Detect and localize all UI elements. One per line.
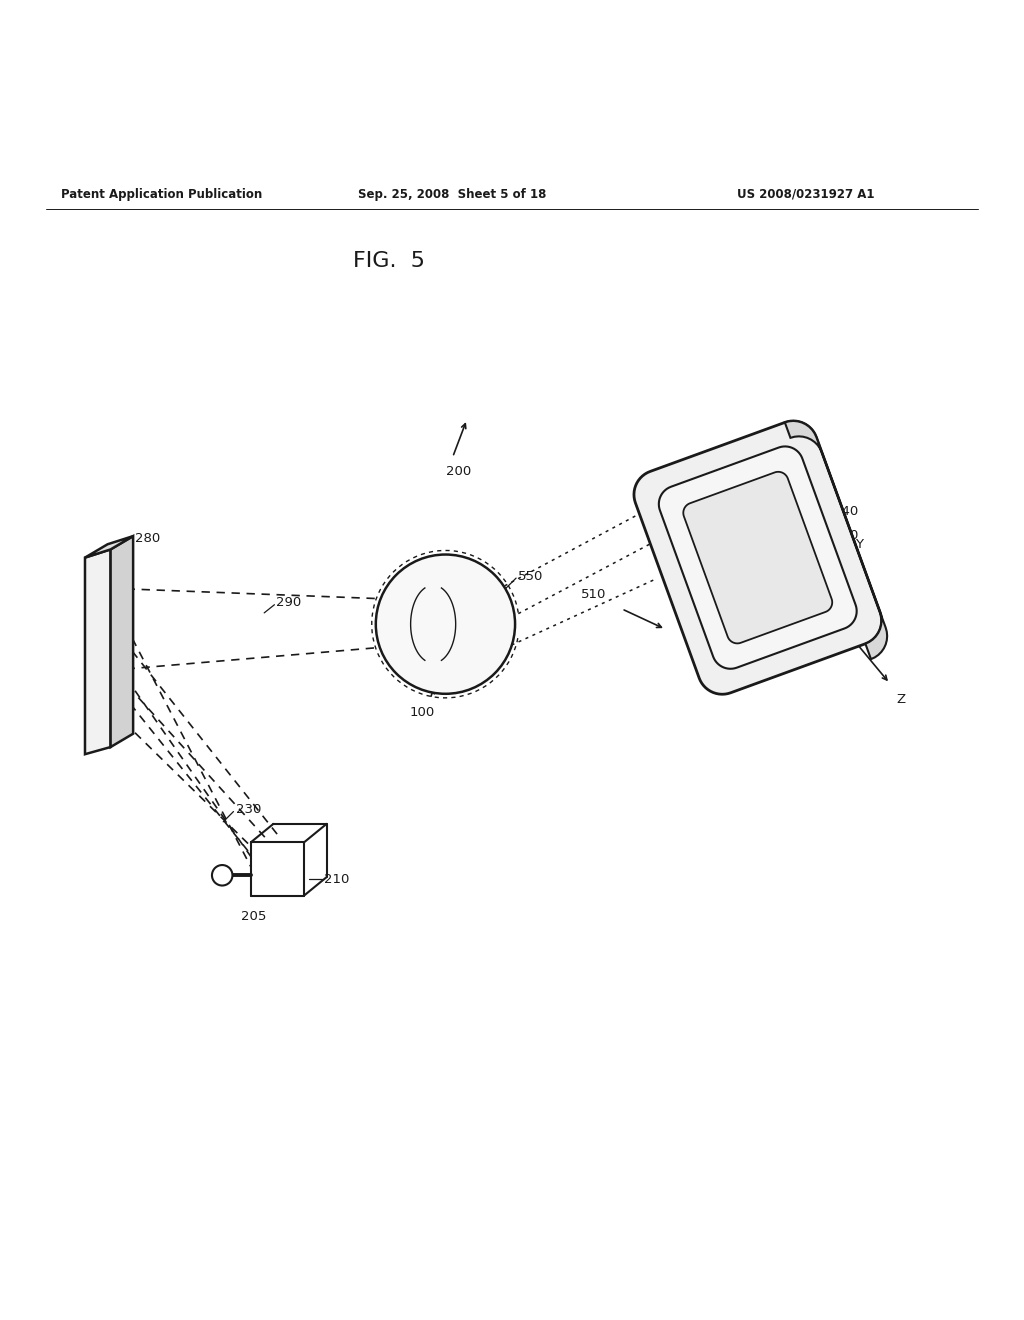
Text: 210: 210 [324, 873, 349, 886]
Text: 280: 280 [135, 532, 161, 545]
Text: Patent Application Publication: Patent Application Publication [61, 187, 263, 201]
Text: 205: 205 [242, 909, 266, 923]
Polygon shape [634, 421, 882, 694]
Polygon shape [784, 421, 887, 659]
Text: 550: 550 [518, 569, 544, 582]
Circle shape [212, 865, 232, 886]
Circle shape [376, 554, 515, 694]
Text: 200: 200 [446, 466, 471, 478]
Text: 100: 100 [410, 706, 434, 719]
Text: X: X [766, 635, 775, 648]
Polygon shape [85, 549, 111, 754]
Text: 520: 520 [834, 528, 859, 541]
Polygon shape [111, 536, 133, 747]
Text: 230: 230 [236, 803, 261, 816]
Text: 270: 270 [422, 619, 447, 632]
Polygon shape [683, 471, 833, 643]
Text: 540: 540 [834, 506, 859, 517]
Polygon shape [658, 446, 857, 669]
Text: FIG.  5: FIG. 5 [353, 251, 425, 271]
Text: Z: Z [896, 693, 905, 706]
Text: Sep. 25, 2008  Sheet 5 of 18: Sep. 25, 2008 Sheet 5 of 18 [358, 187, 547, 201]
Text: Y: Y [855, 539, 863, 552]
Text: 290: 290 [276, 597, 302, 609]
Polygon shape [85, 536, 133, 557]
Text: US 2008/0231927 A1: US 2008/0231927 A1 [737, 187, 874, 201]
Text: 510: 510 [582, 587, 606, 601]
